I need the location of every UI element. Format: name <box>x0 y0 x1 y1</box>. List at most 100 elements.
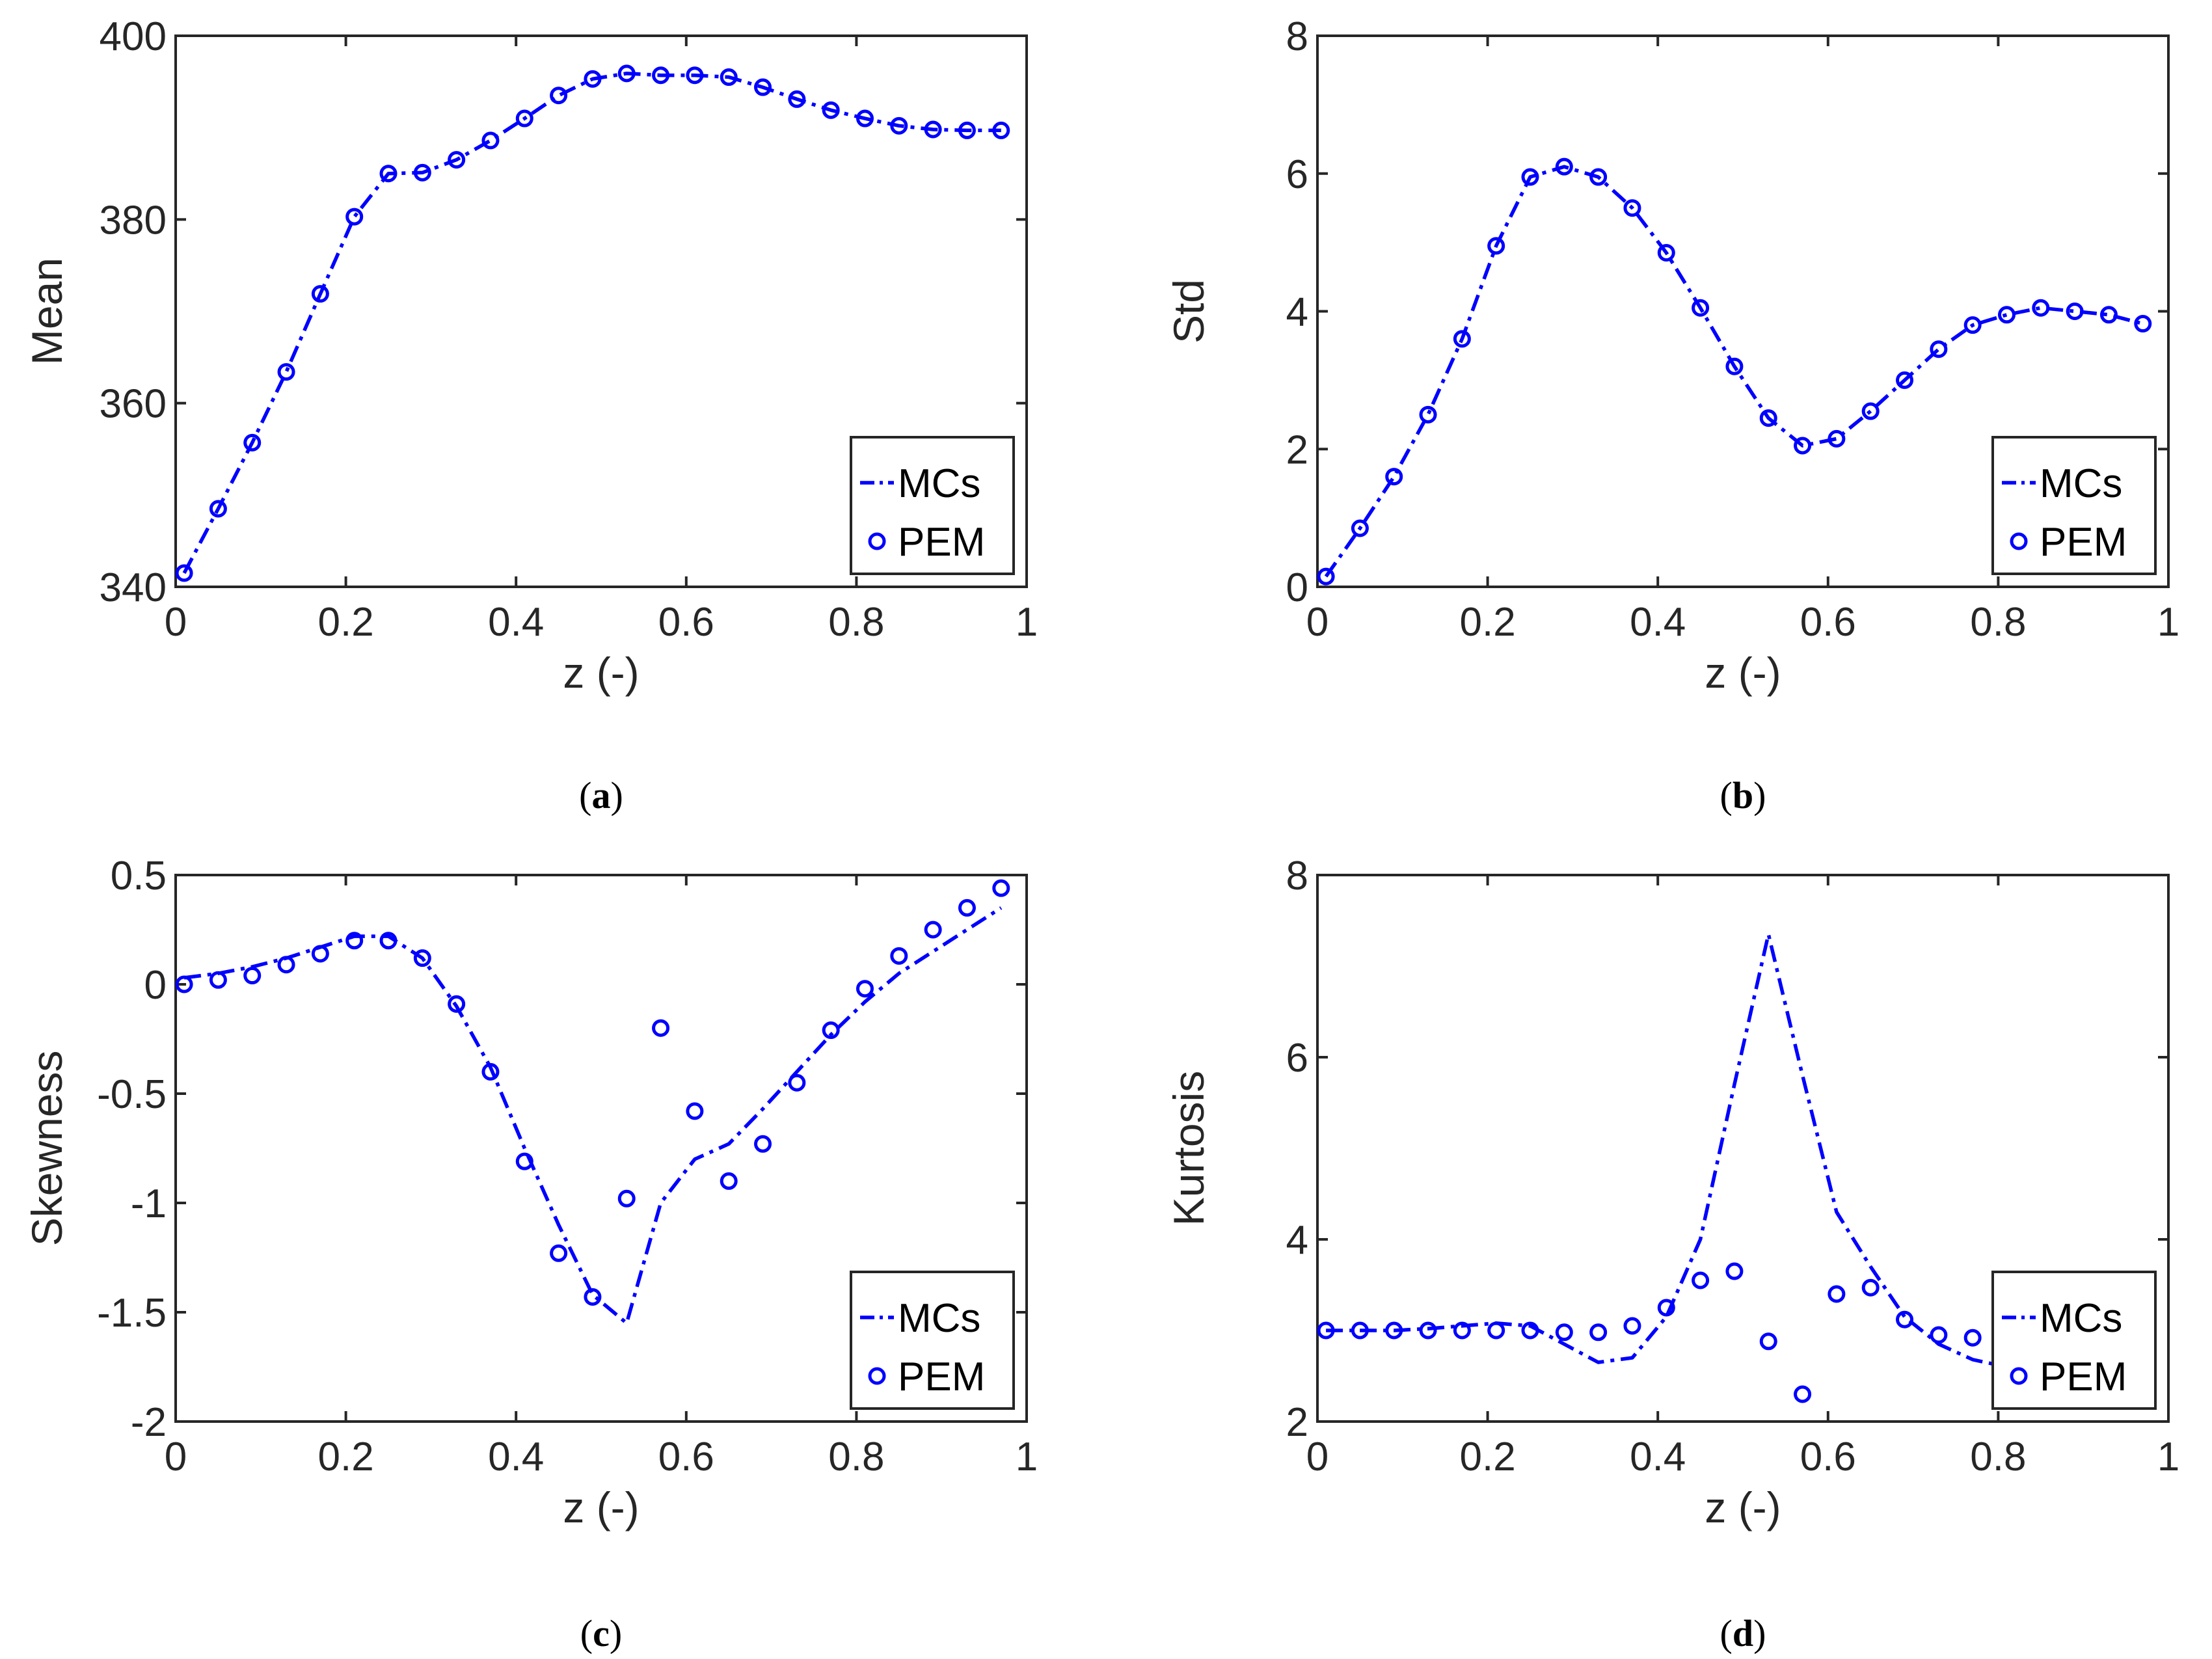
y-tick-label: -0.5 <box>97 1072 167 1117</box>
data-point-pem <box>1351 519 1369 537</box>
data-point-pem <box>1657 244 1675 262</box>
data-point-pem <box>924 921 942 939</box>
data-point-pem <box>1385 468 1403 486</box>
y-tick-label: 2 <box>1286 427 1308 472</box>
legend: MCs PEM <box>850 436 1015 575</box>
data-point-pem <box>1521 1321 1539 1340</box>
chart-panel-d: 0 0.2 0.4 0.6 0.8 1 2 4 6 8 z (-) Kurtosis MCs PEM (d) <box>1165 854 2179 1654</box>
plot-area-frame <box>174 874 1028 1423</box>
y-tick-label: 380 <box>100 198 167 243</box>
legend-label-mcs: MCs <box>2040 1296 2122 1341</box>
x-tick-label: 0.8 <box>1970 600 2026 645</box>
data-point-pem <box>924 120 942 139</box>
data-point-pem <box>1725 1262 1744 1280</box>
data-point-pem <box>1589 168 1608 186</box>
x-tick-label: 0.4 <box>488 600 544 645</box>
legend: MCs PEM <box>850 1271 1015 1410</box>
x-tick-label: 0.6 <box>658 600 714 645</box>
y-tick-label: -1 <box>131 1181 167 1226</box>
data-point-pem <box>754 1135 772 1153</box>
panel-caption: (a) <box>579 774 623 816</box>
y-tick-label: 8 <box>1286 14 1308 59</box>
legend: MCs PEM <box>1991 1271 2157 1410</box>
data-point-pem <box>175 564 193 582</box>
data-point-pem <box>1725 357 1744 375</box>
x-tick-label: 0 <box>1306 600 1329 645</box>
data-point-pem <box>856 980 874 998</box>
legend-label-pem: PEM <box>898 520 985 565</box>
data-point-pem <box>1453 330 1471 348</box>
data-point-pem <box>413 949 431 967</box>
x-tick-label: 1 <box>1016 600 1038 645</box>
y-tick-label: 0 <box>144 963 167 1008</box>
data-point-pem <box>1692 1271 1710 1289</box>
data-point-pem <box>2134 315 2152 333</box>
y-axis-label: Skewness <box>23 1051 71 1247</box>
x-tick-label: 0.2 <box>317 600 373 645</box>
data-point-pem <box>686 66 704 85</box>
y-tick-label: -2 <box>131 1400 167 1445</box>
data-point-pem <box>1419 1321 1437 1340</box>
data-point-pem <box>1589 1323 1608 1342</box>
data-point-pem <box>1317 567 1335 586</box>
data-point-pem <box>1657 1299 1675 1317</box>
legend-label-mcs: MCs <box>898 461 980 506</box>
legend-label-pem: PEM <box>898 1355 985 1399</box>
legend-label-pem: PEM <box>2040 1355 2127 1399</box>
legend-swatch-pem <box>868 1367 886 1385</box>
data-point-pem <box>1861 402 1880 420</box>
data-point-pem <box>652 1019 670 1037</box>
data-point-pem <box>720 1172 738 1190</box>
data-point-pem <box>413 163 431 182</box>
y-tick-label: 6 <box>1286 1036 1308 1081</box>
series-line-mcs <box>1324 165 2144 578</box>
data-point-pem <box>481 1062 500 1081</box>
series-line-mcs <box>182 72 1001 574</box>
data-point-pem <box>515 109 533 128</box>
y-axis-label: Std <box>1165 279 1213 344</box>
y-tick-label: 0.5 <box>111 854 167 898</box>
x-axis-label: z (-) <box>1705 649 1781 697</box>
x-tick-label: 0.8 <box>1970 1435 2026 1479</box>
panel-caption: (d) <box>1720 1612 1766 1654</box>
legend-swatch-pem <box>2010 1367 2028 1385</box>
y-tick-label: 4 <box>1286 1218 1308 1263</box>
data-point-pem <box>2032 299 2050 317</box>
data-point-pem <box>652 66 670 85</box>
x-axis-label: z (-) <box>563 649 639 697</box>
x-tick-label: 0.4 <box>488 1435 544 1479</box>
data-point-pem <box>1385 1321 1403 1340</box>
data-point-pem <box>515 1152 533 1170</box>
x-axis-label: z (-) <box>563 1483 639 1531</box>
data-point-pem <box>1351 1321 1369 1340</box>
data-point-pem <box>720 68 738 87</box>
data-point-pem <box>2099 306 2118 324</box>
legend-frame <box>850 1271 1015 1410</box>
data-point-pem <box>958 121 976 139</box>
data-point-pem <box>788 90 806 108</box>
y-tick-label: 0 <box>1286 565 1308 610</box>
y-tick-label: 340 <box>100 565 167 610</box>
series-line-mcs <box>183 906 1003 1325</box>
panel-caption-letter: d <box>1733 1612 1753 1654</box>
data-point-pem <box>243 433 262 452</box>
data-point-pem <box>550 87 568 105</box>
data-point-pem <box>1623 199 1641 217</box>
data-point-pem <box>1828 1285 1846 1303</box>
data-point-pem <box>1555 157 1573 176</box>
panel-caption: (c) <box>580 1612 622 1654</box>
data-point-pem <box>992 121 1010 139</box>
legend: MCs PEM <box>1991 436 2157 575</box>
data-point-pem <box>788 1073 806 1092</box>
legend-swatch-pem <box>868 532 886 550</box>
y-axis-label: Mean <box>23 258 71 365</box>
panel-caption: (b) <box>1720 774 1766 816</box>
y-tick-label: 4 <box>1286 290 1308 335</box>
data-point-pem <box>448 151 466 169</box>
plot-area-frame <box>1316 874 2170 1423</box>
data-point-pem <box>890 116 908 135</box>
data-point-pem <box>379 932 398 950</box>
data-point-pem <box>311 285 329 303</box>
chart-panel-c: 0 0.2 0.4 0.6 0.8 1 -2 -1.5 -1 -0.5 0 0.5 z (-) Skewn… <box>23 854 1038 1654</box>
